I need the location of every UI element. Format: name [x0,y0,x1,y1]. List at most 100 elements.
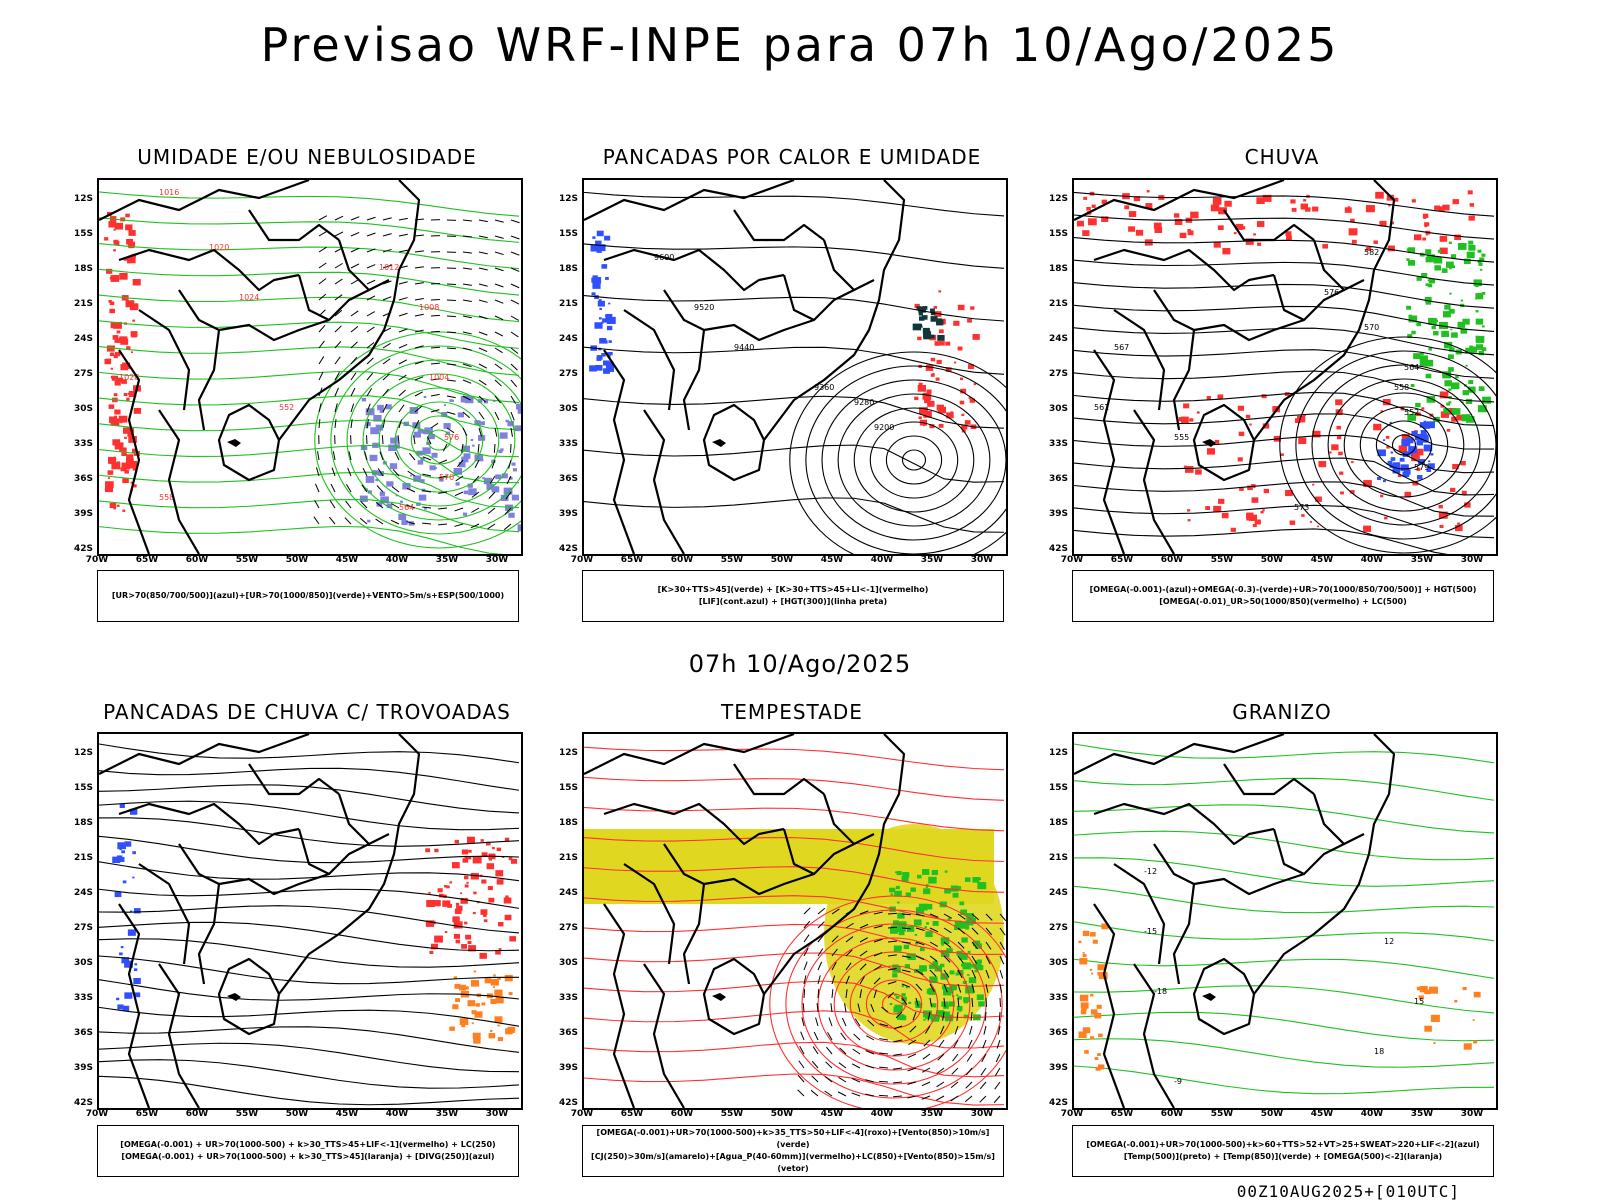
contour-label: -12 [1144,867,1157,876]
field-cell [509,857,513,860]
field-cell [1260,511,1263,513]
field-cell [1207,448,1215,454]
field-cell [920,326,923,328]
latitude-label: 36S [63,474,93,484]
field-cell [514,425,521,431]
forecast-map [582,732,1008,1110]
wind-arrow [431,299,440,300]
longitude-label: 70W [1057,555,1087,565]
contour-label: 564 [1404,363,1419,372]
border-line [1114,864,1164,964]
field-cell [115,892,122,897]
wind-arrow [511,252,519,255]
field-cell [948,918,951,920]
field-cell [134,908,141,913]
field-cell [131,351,133,353]
field-cell [1083,197,1087,200]
field-cell [1426,234,1428,236]
field-cell [894,1005,902,1012]
field-cell [904,945,909,949]
latitude-label: 24S [548,888,578,898]
field-cell [119,416,128,423]
field-cell [497,879,504,884]
field-cell [485,978,492,983]
wind-arrow [431,315,440,316]
field-cell [890,1003,893,1005]
contour-label: 1016 [159,188,179,197]
legend-line: [OMEGA(-0.001)-(azul)+OMEGA(-0.3)-(verde… [1073,584,1493,596]
wind-arrow [319,279,326,284]
wind-arrow [489,492,495,499]
wind-arrow [829,1018,832,1026]
field-cell [1469,216,1475,221]
streamline [584,744,1004,770]
field-cell [958,305,965,310]
field-cell [1084,1050,1089,1054]
field-cell [1322,244,1328,248]
wind-arrow [495,268,504,271]
wind-arrow [471,508,479,513]
field-cell [449,399,452,402]
wind-arrow [335,216,343,220]
field-cell [1249,424,1251,426]
wind-arrow [454,524,463,526]
field-cell [114,410,120,415]
longitude-label: 40W [382,1109,412,1119]
field-cell [1449,293,1451,295]
field-cell [1469,346,1477,352]
border-line [1134,410,1174,554]
field-cell [1468,387,1476,393]
wind-arrow [431,331,440,332]
field-cell [1441,331,1449,337]
cyclone-ring [331,346,521,534]
field-cell [599,338,606,344]
field-cell [1363,527,1366,529]
wind-arrow [879,1095,888,1096]
field-cell [591,278,597,283]
contour-label: 558 [1394,383,1409,392]
field-cell [606,365,614,371]
wind-arrow [335,263,343,268]
field-cell [1454,1000,1457,1002]
wind-arrow [479,220,488,222]
contour-label: -18 [1154,987,1167,996]
field-cell [1448,401,1451,403]
map-canvas: 1016102010241012100810045765705645585521… [99,180,521,554]
field-cell [1301,514,1304,517]
wind-arrow [511,316,519,320]
field-cell [926,922,929,924]
wind-arrow [415,392,423,396]
field-cell [949,970,954,974]
wind-arrow [360,518,367,524]
field-cell [1339,472,1343,475]
field-cell [1410,454,1412,456]
longitude-label: 50W [1257,555,1287,565]
field-cell [370,455,378,461]
omega-red-north [1077,190,1475,254]
latitude-label: 30S [63,404,93,414]
field-cell [505,975,513,981]
wind-arrow [351,388,355,396]
field-cell [592,292,596,295]
wind-arrow [399,313,408,316]
longitude-label: 35W [1407,1109,1437,1119]
wind-arrow [511,284,519,288]
field-cell [428,892,430,894]
field-cell [1184,466,1187,468]
wind-arrow [879,1081,888,1082]
field-cell [1286,236,1292,241]
field-cell [473,856,482,863]
longitude-label: 40W [867,555,897,565]
field-cell [454,934,460,939]
field-cell [1337,436,1341,439]
field-cell [908,1002,911,1004]
wind-arrow [392,487,399,492]
field-cell [899,946,902,948]
field-cell [1443,311,1451,317]
wind-arrow [803,1003,804,1012]
field-cell [481,839,484,842]
longitude-label: 35W [432,1109,462,1119]
